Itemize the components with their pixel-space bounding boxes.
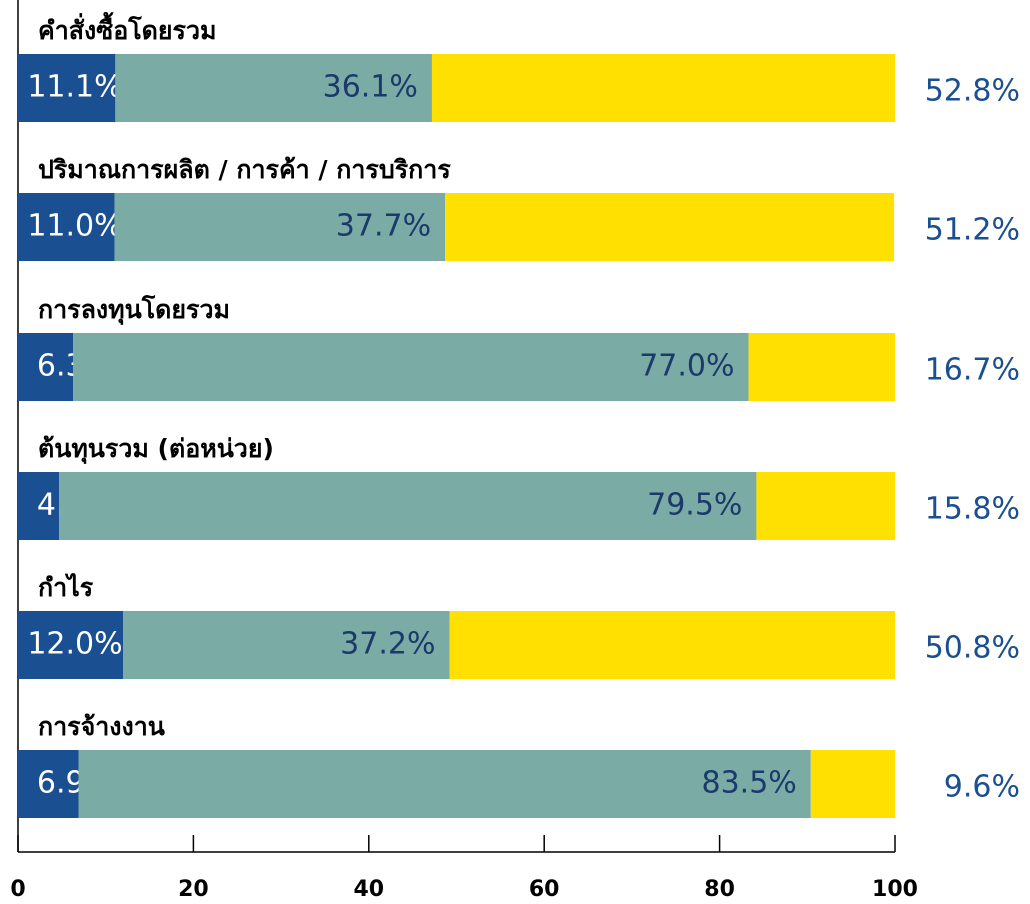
value-label: 52.8% bbox=[925, 74, 1020, 109]
value-label: 37.2% bbox=[340, 627, 435, 662]
bar-segment bbox=[445, 193, 895, 261]
bar-segment bbox=[449, 611, 895, 679]
x-tick-label: 40 bbox=[353, 877, 384, 902]
value-label: 50.8% bbox=[925, 631, 1020, 666]
x-tick-label: 80 bbox=[704, 877, 735, 902]
bar-segment bbox=[114, 193, 446, 261]
bar-segment bbox=[18, 193, 115, 261]
x-tick-label: 20 bbox=[178, 877, 209, 902]
bar-segment bbox=[431, 54, 895, 122]
bar-segment bbox=[18, 54, 116, 122]
bar-segment bbox=[18, 611, 124, 679]
category-label: การจ้างงาน bbox=[38, 712, 165, 741]
bar-segment bbox=[18, 750, 79, 818]
category-label: ปริมาณการผลิต / การค้า / การบริการ bbox=[38, 155, 451, 184]
bar-segment bbox=[756, 472, 895, 540]
value-label: 51.2% bbox=[925, 213, 1020, 248]
bar-segment bbox=[115, 54, 432, 122]
value-label: 77.0% bbox=[639, 349, 734, 384]
x-tick-label: 60 bbox=[529, 877, 560, 902]
category-label: คำสั่งซื้อโดยรวม bbox=[38, 11, 216, 45]
bar-segment bbox=[18, 333, 74, 401]
value-label: 36.1% bbox=[323, 70, 418, 105]
bar-segment bbox=[73, 333, 749, 401]
bar-segment bbox=[59, 472, 757, 540]
bar-segment bbox=[810, 750, 895, 818]
bar-segment bbox=[123, 611, 450, 679]
value-label: 11.1% bbox=[27, 70, 122, 105]
x-tick-label: 0 bbox=[10, 877, 25, 902]
category-label: กำไร bbox=[38, 572, 94, 602]
category-label: การลงทุนโดยรวม bbox=[38, 294, 230, 326]
value-label: 16.7% bbox=[925, 353, 1020, 388]
value-label: 15.8% bbox=[925, 492, 1020, 527]
value-label: 83.5% bbox=[701, 766, 796, 801]
value-label: 79.5% bbox=[647, 488, 742, 523]
bar-segment bbox=[78, 750, 811, 818]
value-label: 37.7% bbox=[336, 209, 431, 244]
value-label: 9.6% bbox=[944, 770, 1020, 805]
value-label: 11.0% bbox=[27, 209, 122, 244]
bar-segment bbox=[18, 472, 60, 540]
value-label: 12.0% bbox=[27, 627, 122, 662]
x-tick-label: 100 bbox=[872, 877, 918, 902]
bar-segment bbox=[748, 333, 895, 401]
category-label: ต้นทุนรวม (ต่อหน่วย) bbox=[38, 434, 274, 465]
